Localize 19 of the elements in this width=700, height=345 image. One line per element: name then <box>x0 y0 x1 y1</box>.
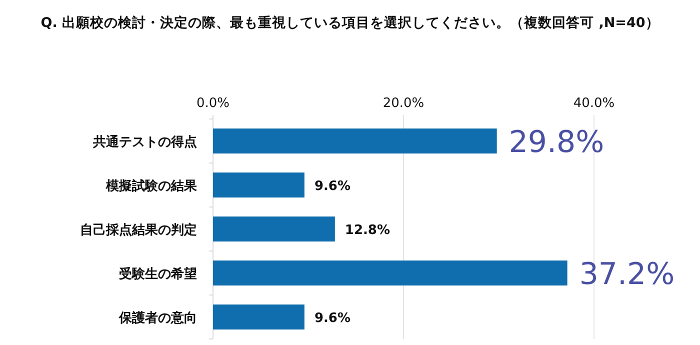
x-tick-label: 0.0% <box>196 96 230 111</box>
bar <box>213 216 335 242</box>
y-tick-label: 保護者の意向 <box>118 310 197 326</box>
bar <box>213 172 304 198</box>
x-tick-label: 20.0% <box>382 96 424 111</box>
data-label: 12.8% <box>344 223 390 238</box>
y-tick-label: 模擬試験の結果 <box>105 178 198 194</box>
data-label: 9.6% <box>314 311 351 326</box>
bar <box>213 128 497 154</box>
data-label: 29.8% <box>508 125 604 160</box>
chart-title: Q. 出願校の検討・決定の際、最も重視している項目を選択してください。（複数回答可 ,N=40） <box>40 14 660 31</box>
x-tick-label: 40.0% <box>573 96 615 111</box>
bar <box>213 304 304 330</box>
bar <box>213 260 568 286</box>
y-tick-label: 共通テストの得点 <box>92 134 197 150</box>
data-label: 9.6% <box>314 179 351 194</box>
y-tick-label: 受験生の希望 <box>118 266 197 282</box>
y-tick-label: 自己採点結果の判定 <box>80 222 197 238</box>
data-label: 37.2% <box>579 257 675 292</box>
